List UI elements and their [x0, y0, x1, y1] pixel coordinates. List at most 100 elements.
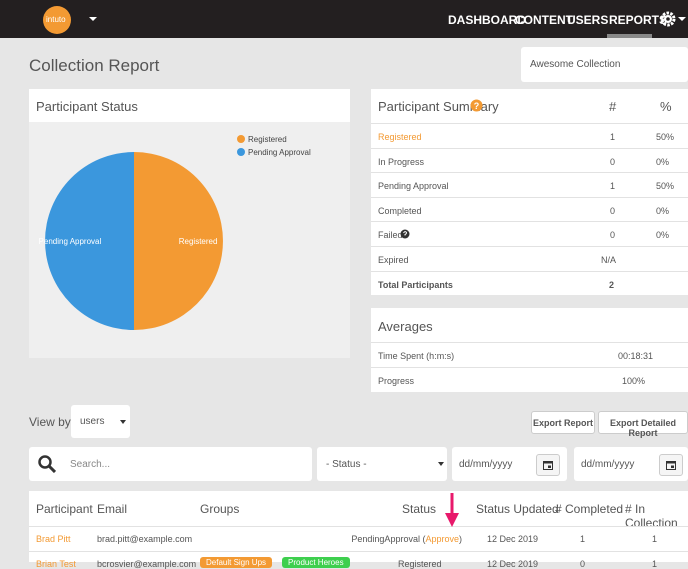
date-from[interactable]: dd/mm/yyyy — [452, 447, 567, 481]
pie-chart: Registered Registered Pending Approval Pend… — [39, 135, 311, 330]
panel-title: Averages — [378, 319, 433, 334]
pie-slice — [45, 152, 134, 330]
approve-link[interactable]: Approve — [425, 534, 459, 544]
slice-label: Registered — [179, 237, 218, 246]
status-panel: Participant Status Registered Registered P… — [29, 89, 350, 358]
row-divider — [371, 172, 688, 174]
row-label: In Progress — [378, 156, 425, 167]
caret — [120, 420, 126, 424]
column-header: Status Updated — [476, 502, 559, 516]
row-label: Expired — [378, 255, 409, 265]
row-divider — [371, 367, 688, 368]
row-divider — [371, 147, 688, 149]
nav-bar: intuto DASHBOARD CONTENT USERS REPORTS — [0, 0, 688, 38]
search-icon — [38, 455, 56, 473]
svg-text:?: ? — [474, 101, 480, 111]
calendar-button[interactable] — [536, 454, 560, 476]
nav-item[interactable]: USERS — [567, 13, 609, 27]
nav-item[interactable]: DASHBOARD — [448, 13, 526, 27]
status-text: ) — [459, 534, 462, 544]
caret — [438, 462, 444, 466]
legend-swatch — [237, 148, 245, 156]
column-header: Status — [402, 502, 437, 516]
column-header: Participant — [36, 502, 93, 516]
completed: 0 — [580, 559, 586, 569]
row-divider — [371, 196, 688, 198]
caret[interactable] — [88, 15, 98, 23]
select-value: users — [80, 416, 105, 427]
completed: 1 — [580, 534, 586, 544]
email: bcrosvier@example.com — [97, 559, 197, 569]
help-icon[interactable] — [400, 229, 410, 239]
view-by-label: View by: — [29, 415, 75, 429]
export-detailed-button[interactable]: Export Detailed Report — [598, 411, 688, 438]
summary-panel: Participant Summary ? # % Registered 1 50%… — [371, 89, 688, 295]
row-label: Completed — [378, 205, 422, 216]
select-value: - Status - — [326, 459, 367, 470]
logo-text: intuto — [46, 15, 66, 24]
row-value: 100% — [622, 376, 646, 386]
row-count: 0 — [610, 205, 616, 216]
export-button[interactable]: Export Report — [531, 411, 595, 434]
row-value: 2 — [609, 279, 615, 290]
row-label: Failed — [378, 230, 403, 241]
column-header: # Completed — [555, 502, 624, 516]
placeholder: dd/mm/yyyy — [581, 459, 635, 470]
legend-label: Pending Approval — [248, 148, 311, 157]
row-count: 0 — [610, 230, 616, 241]
calendar-button[interactable] — [659, 454, 683, 476]
nav-item[interactable]: CONTENT — [515, 13, 573, 27]
column-header: Email — [97, 502, 128, 516]
panel-header: Participant Status — [29, 89, 350, 122]
panel-title: Participant Status — [36, 99, 138, 114]
row-percent: 0% — [656, 230, 670, 241]
calendar-icon — [666, 461, 676, 470]
row-value: N/A — [601, 255, 617, 265]
collection-select[interactable]: Awesome Collection — [521, 47, 688, 82]
row-count: 1 — [610, 132, 616, 142]
view-by-select[interactable]: users — [71, 405, 130, 438]
status-updated: 12 Dec 2019 — [487, 559, 539, 569]
pie-slice — [134, 152, 223, 330]
row-label: Total Participants — [378, 279, 453, 290]
legend-label: Registered — [248, 135, 287, 144]
group-tag: Product Heroes — [282, 557, 350, 568]
column-header: # — [609, 99, 617, 114]
column-header: Groups — [200, 502, 240, 516]
row-value: 00:18:31 — [618, 351, 654, 361]
nav-item[interactable]: REPORTS — [609, 13, 668, 27]
row-divider — [371, 246, 688, 247]
status-text: PendingApproval ( — [351, 534, 426, 544]
row-label: Registered — [378, 132, 422, 142]
group-tag: Default Sign Ups — [200, 557, 273, 568]
in-collection: 1 — [652, 559, 658, 569]
legend-swatch — [237, 135, 245, 143]
status-select[interactable]: - Status - — [317, 447, 447, 481]
row-percent: 0% — [656, 205, 670, 216]
search-input[interactable]: Search... — [29, 447, 312, 481]
row-percent: 50% — [656, 132, 675, 142]
row-count: 0 — [610, 156, 616, 167]
settings-icon[interactable] — [660, 10, 686, 28]
annotation-arrow — [445, 493, 459, 527]
participant-name: Brad Pitt — [36, 534, 71, 544]
placeholder: Search... — [70, 459, 111, 470]
row-divider — [371, 123, 688, 124]
placeholder: dd/mm/yyyy — [459, 459, 513, 470]
row-divider — [371, 270, 688, 272]
column-header: % — [660, 99, 672, 114]
email: brad.pitt@example.com — [97, 534, 193, 544]
row-percent: 50% — [656, 181, 675, 192]
status: PendingApproval (Approve) — [351, 534, 462, 544]
logo[interactable]: intuto — [43, 6, 71, 34]
date-to[interactable]: dd/mm/yyyy — [574, 447, 688, 481]
row-divider — [371, 221, 688, 223]
help-icon[interactable]: ? — [470, 99, 483, 112]
row-percent: 0% — [656, 156, 670, 167]
row-label: Pending Approval — [378, 181, 449, 192]
row-label: Progress — [378, 376, 415, 386]
in-collection: 1 — [652, 534, 658, 544]
participant-name: Brian Test — [36, 559, 76, 569]
status: Registered — [398, 559, 442, 569]
